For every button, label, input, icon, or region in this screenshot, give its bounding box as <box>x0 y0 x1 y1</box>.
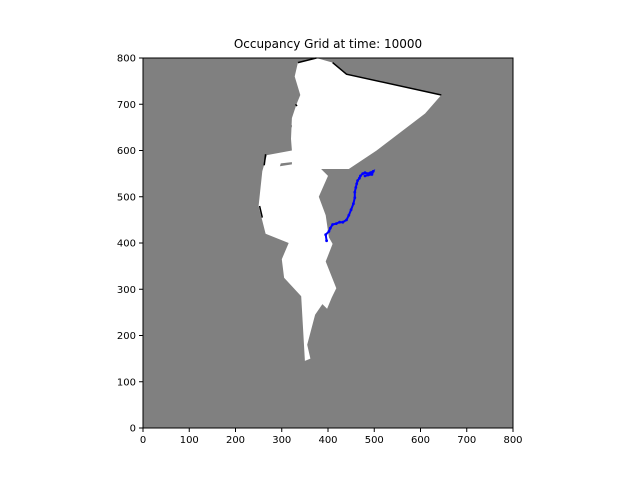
trajectory-point-20 <box>363 171 367 175</box>
occupied-edge-3 <box>258 205 264 218</box>
occupied-edge-4 <box>295 103 298 107</box>
trajectory-point-18 <box>359 174 362 178</box>
trajectory-markers <box>324 169 375 243</box>
trajectory-point-17 <box>358 176 361 180</box>
chart-title: Occupancy Grid at time: 10000 <box>234 37 422 51</box>
free-space-region <box>258 58 442 361</box>
trajectory-point-2 <box>327 230 331 233</box>
x-axis: 0 100 200 300 400 500 600 700 800 <box>140 428 523 446</box>
occupied-edges <box>258 57 442 218</box>
x-tick-label-4: 400 <box>318 435 337 446</box>
y-tick-label-5: 500 <box>117 192 136 203</box>
trajectory-point-1 <box>324 233 328 237</box>
unknown-wedge-2 <box>277 117 292 128</box>
x-tick-label-8: 800 <box>503 435 522 446</box>
trajectory-point-8 <box>345 218 348 222</box>
trajectory-point-16 <box>356 179 359 183</box>
trajectory-point-10 <box>349 208 353 212</box>
trajectory-point-0 <box>325 239 328 243</box>
trajectory-point-9 <box>347 213 351 217</box>
trajectory-point-11 <box>352 202 355 206</box>
trajectory-point-24 <box>370 173 374 176</box>
x-tick-label-1: 100 <box>180 435 199 446</box>
y-tick-label-6: 600 <box>117 146 136 157</box>
occupied-edge-0 <box>297 57 317 64</box>
y-tick-label-8: 800 <box>117 54 136 65</box>
trajectory-point-13 <box>353 190 357 194</box>
trajectory-point-14 <box>354 186 358 189</box>
x-tick-label-7: 700 <box>457 435 476 446</box>
x-tick-label-0: 0 <box>140 435 146 446</box>
trajectory-point-26 <box>363 174 367 178</box>
trajectory-point-19 <box>361 172 365 176</box>
trajectory-point-23 <box>371 169 375 173</box>
unknown-wedge-1 <box>279 162 292 167</box>
y-axis: 0 100 200 300 400 500 600 700 800 <box>117 54 143 435</box>
trajectory-point-3 <box>328 226 332 230</box>
x-tick-label-2: 200 <box>226 435 245 446</box>
y-tick-label-7: 700 <box>117 100 136 111</box>
unknown-wedge-0 <box>268 143 291 151</box>
trajectory-point-25 <box>366 173 370 177</box>
trajectory-point-5 <box>334 222 338 226</box>
y-tick-label-0: 0 <box>130 424 136 435</box>
trajectory-point-7 <box>341 220 345 224</box>
x-tick-label-6: 600 <box>411 435 430 446</box>
x-tick-label-5: 500 <box>365 435 384 446</box>
trajectory-point-12 <box>353 196 357 200</box>
trajectory-point-6 <box>338 220 341 224</box>
x-tick-label-3: 300 <box>272 435 291 446</box>
y-tick-label-2: 200 <box>117 331 136 342</box>
unknown-wedge-4 <box>402 169 419 176</box>
occupied-edge-2 <box>263 154 267 166</box>
y-tick-label-1: 100 <box>117 377 136 388</box>
unknown-wedge-3 <box>399 174 411 181</box>
unknown-wedges <box>268 117 419 181</box>
trajectory-point-15 <box>355 182 359 186</box>
trajectory-point-4 <box>331 223 334 226</box>
plot-area <box>142 57 514 429</box>
y-tick-label-4: 400 <box>117 239 136 250</box>
occupied-edge-1 <box>332 62 442 96</box>
y-tick-label-3: 300 <box>117 285 136 296</box>
